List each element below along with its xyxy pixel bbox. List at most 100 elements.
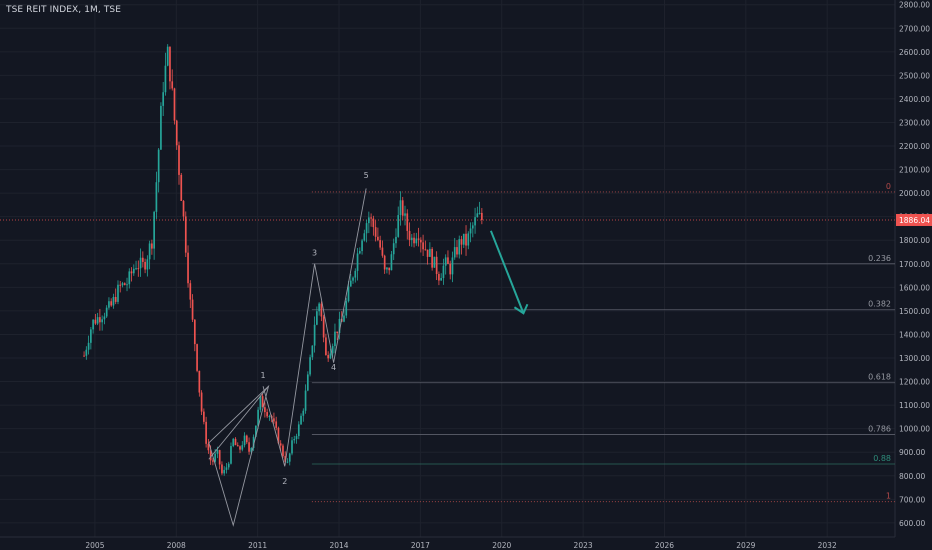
candle-body bbox=[137, 268, 140, 270]
x-axis-tick-label: 2008 bbox=[167, 541, 186, 550]
x-axis-tick-label: 2032 bbox=[818, 541, 837, 550]
candle-body bbox=[372, 218, 375, 228]
candle-body bbox=[422, 242, 424, 250]
candle-body bbox=[284, 456, 287, 462]
candle-body bbox=[288, 453, 291, 462]
candle-body bbox=[399, 200, 402, 216]
candle-body bbox=[370, 217, 372, 219]
candle-body bbox=[356, 253, 359, 271]
candle-body bbox=[426, 249, 429, 257]
candle-body bbox=[103, 316, 106, 320]
candle-body bbox=[101, 319, 104, 323]
candle-body bbox=[241, 445, 244, 450]
candle-body bbox=[379, 240, 381, 248]
wave-label: 4 bbox=[331, 363, 336, 372]
candle-body bbox=[435, 256, 438, 274]
candle-body bbox=[395, 236, 397, 244]
candle-body bbox=[184, 216, 187, 253]
x-axis-tick-label: 2029 bbox=[736, 541, 755, 550]
candle-body bbox=[444, 257, 447, 266]
fib-level-label: 1 bbox=[886, 492, 891, 501]
candle-body bbox=[279, 443, 282, 446]
candle-body bbox=[119, 284, 122, 286]
candle-body bbox=[214, 453, 217, 462]
candle-body bbox=[363, 233, 366, 241]
candle-body bbox=[325, 337, 327, 356]
y-axis-tick-label: 1200.00 bbox=[899, 378, 930, 387]
candle-body bbox=[481, 212, 483, 220]
y-axis-tick-label: 2600.00 bbox=[899, 48, 930, 57]
candle-body bbox=[232, 438, 235, 447]
candle-body bbox=[447, 257, 449, 264]
candle-body bbox=[297, 424, 300, 437]
candle-body bbox=[108, 301, 110, 308]
candle-body bbox=[99, 317, 101, 323]
candle-body bbox=[327, 355, 330, 359]
x-axis-tick-label: 2026 bbox=[655, 541, 674, 550]
candle-body bbox=[313, 324, 316, 346]
candle-body bbox=[311, 345, 314, 358]
candle-body bbox=[386, 267, 388, 270]
candle-body bbox=[456, 247, 458, 255]
candle-body bbox=[467, 233, 470, 246]
candle-body bbox=[173, 88, 176, 121]
candle-body bbox=[469, 228, 472, 234]
candle-body bbox=[121, 283, 124, 286]
x-axis-tick-label: 2014 bbox=[329, 541, 348, 550]
candle-body bbox=[431, 248, 433, 268]
candle-body bbox=[209, 450, 212, 461]
candle-body bbox=[442, 265, 445, 279]
candle-body bbox=[216, 450, 219, 454]
candle-body bbox=[259, 396, 262, 410]
candle-body bbox=[144, 261, 146, 270]
projection-arrow-head bbox=[513, 303, 529, 315]
candle-body bbox=[302, 410, 305, 416]
candle-body bbox=[236, 445, 239, 447]
candle-body bbox=[331, 346, 334, 354]
y-axis-tick-label: 1800.00 bbox=[899, 236, 930, 245]
candle-body bbox=[453, 247, 456, 258]
candle-body bbox=[230, 446, 232, 464]
y-axis-tick-label: 2800.00 bbox=[899, 1, 930, 10]
candle-body bbox=[110, 301, 113, 306]
candle-body bbox=[286, 461, 289, 463]
fib-level-label: 0.88 bbox=[873, 454, 891, 463]
candle-body bbox=[196, 344, 198, 371]
candle-body bbox=[406, 213, 409, 231]
candle-body bbox=[462, 233, 465, 245]
candle-body bbox=[87, 342, 90, 350]
candle-body bbox=[112, 296, 115, 306]
y-axis-tick-label: 1300.00 bbox=[899, 354, 930, 363]
wave-label: 3 bbox=[312, 249, 317, 258]
candle-body bbox=[300, 415, 302, 425]
candle-body bbox=[408, 230, 411, 241]
candle-body bbox=[252, 436, 255, 449]
candle-body bbox=[478, 212, 481, 214]
candle-body bbox=[306, 374, 309, 391]
candle-body bbox=[345, 301, 348, 316]
candle-body bbox=[200, 392, 203, 412]
candle-body bbox=[92, 319, 94, 330]
current-price-label: 1886.04 bbox=[899, 216, 930, 225]
candle-body bbox=[309, 357, 311, 375]
candle-body bbox=[218, 450, 221, 465]
candle-body bbox=[212, 460, 214, 462]
candle-body bbox=[415, 238, 418, 244]
candle-body bbox=[347, 286, 350, 302]
candle-body bbox=[130, 271, 133, 274]
candle-body bbox=[352, 277, 354, 281]
y-axis-tick-label: 1400.00 bbox=[899, 330, 930, 339]
candle-body bbox=[451, 257, 454, 275]
y-axis-tick-label: 900.00 bbox=[899, 448, 925, 457]
candle-body bbox=[157, 149, 160, 183]
candle-body bbox=[413, 237, 415, 244]
wave-label: 5 bbox=[364, 171, 369, 180]
wave-label: 1 bbox=[261, 371, 266, 380]
candle-body bbox=[257, 409, 259, 426]
candle-body bbox=[198, 370, 201, 393]
candle-body bbox=[141, 257, 144, 262]
x-axis-tick-label: 2020 bbox=[492, 541, 511, 550]
candle-body bbox=[273, 418, 275, 422]
candle-body bbox=[85, 349, 88, 356]
